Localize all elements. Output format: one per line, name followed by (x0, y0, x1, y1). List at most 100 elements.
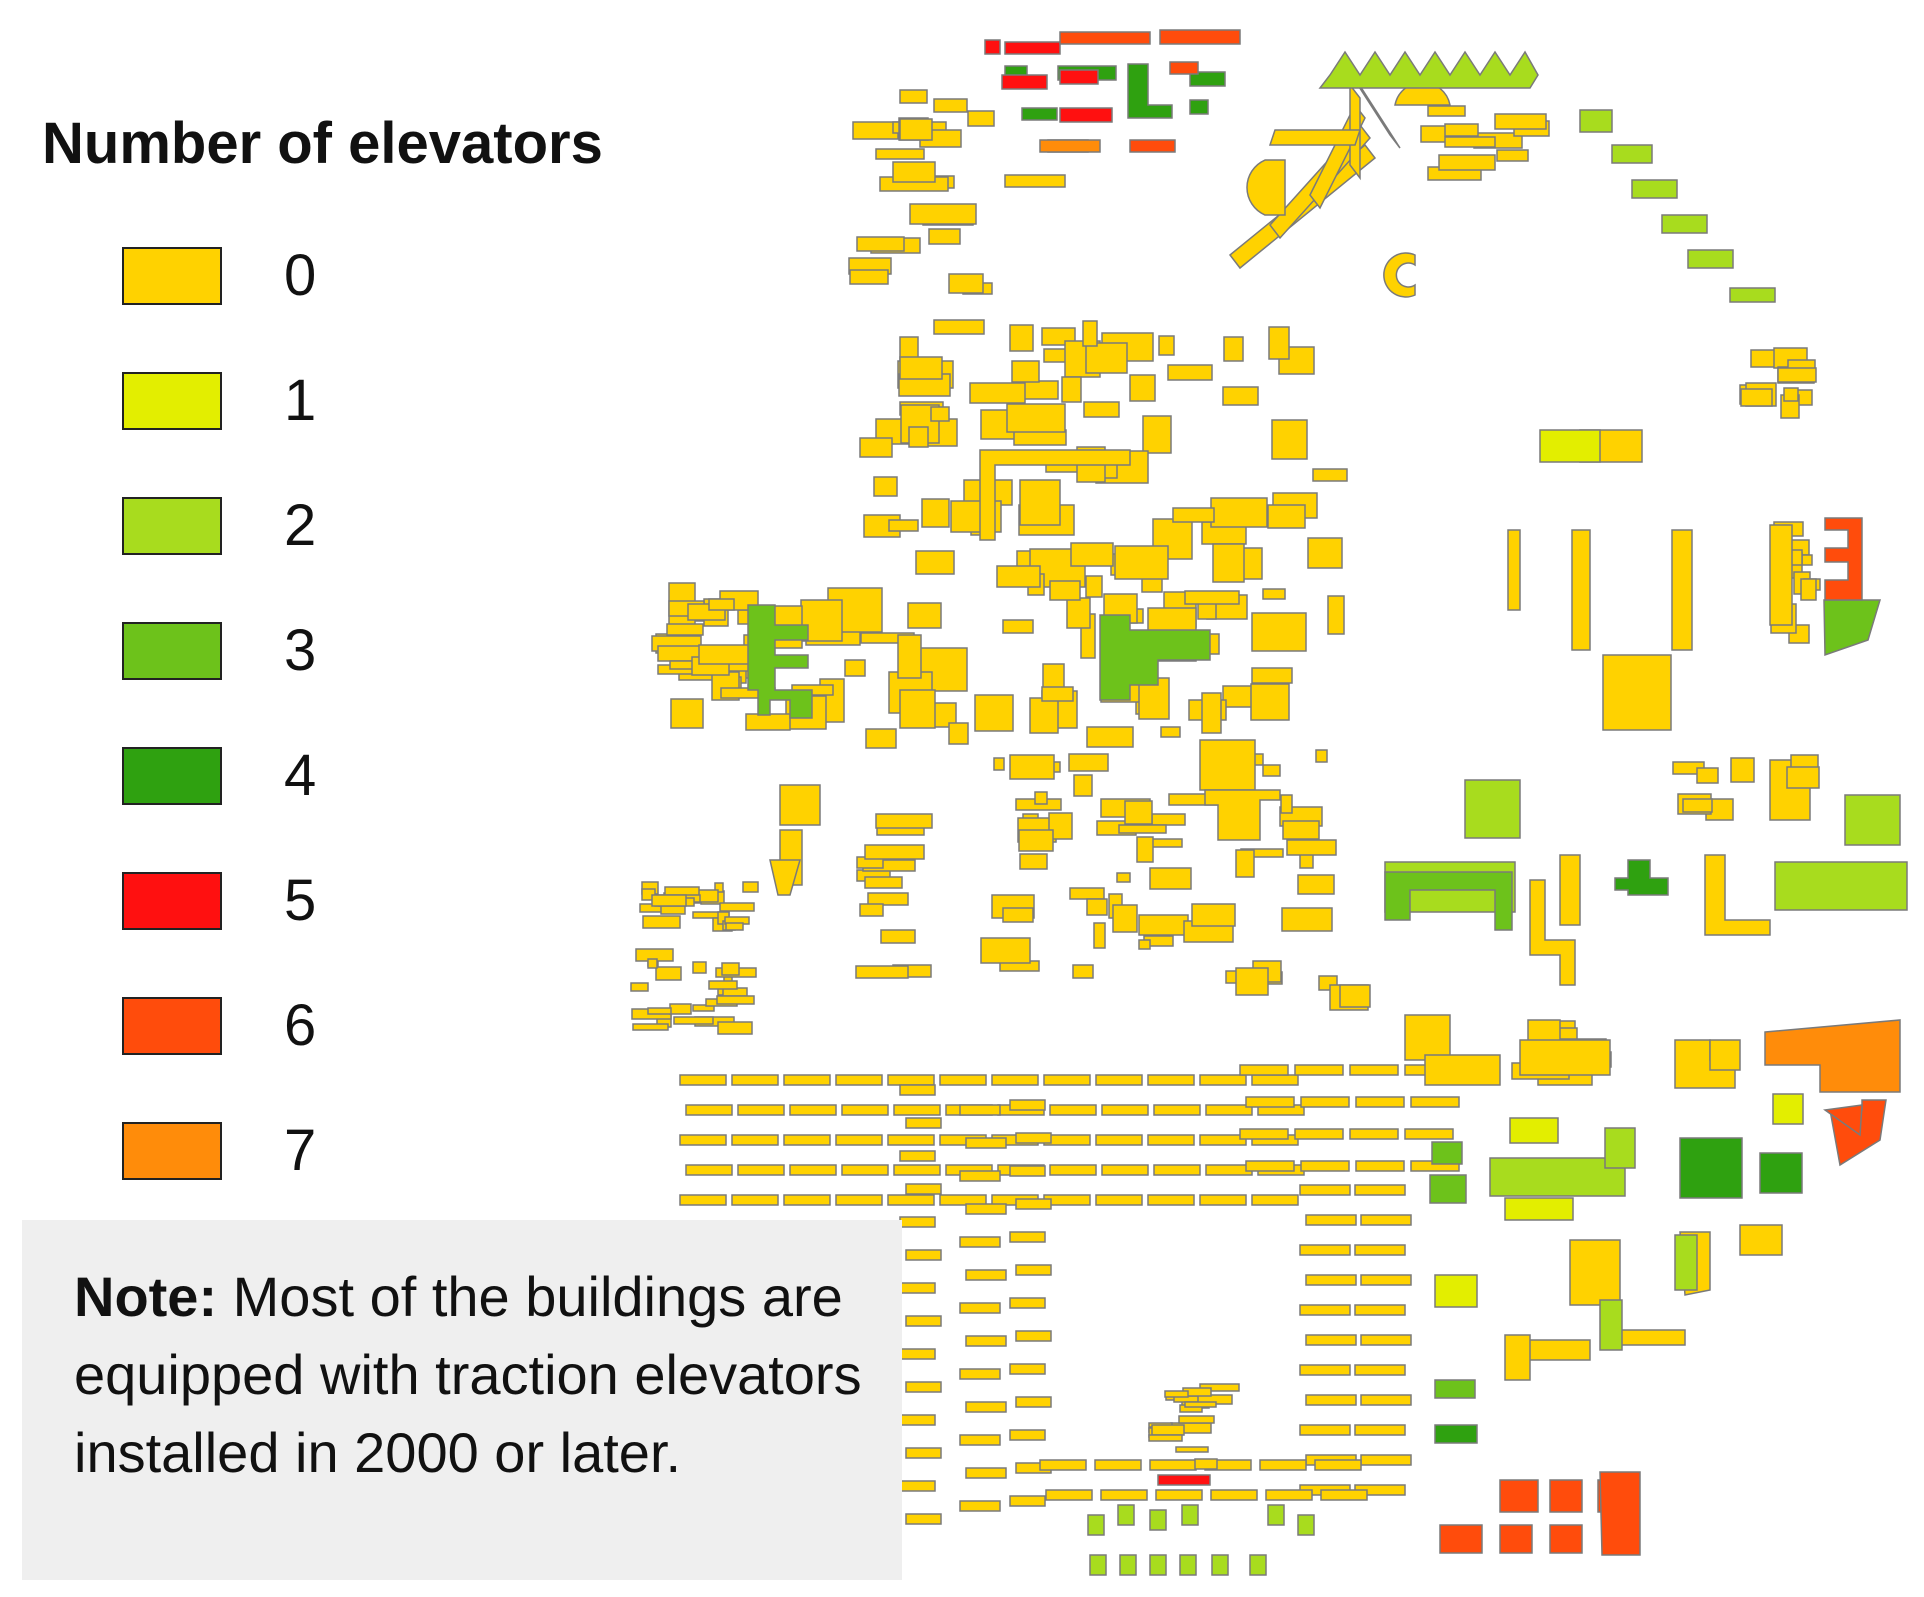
building (1159, 29, 1241, 45)
buildings-6-elevators (1047, 29, 1887, 1556)
building (1009, 1099, 1046, 1111)
building (630, 982, 649, 992)
building (1205, 1164, 1253, 1176)
building (1299, 1364, 1351, 1376)
building (965, 1269, 1007, 1281)
building (1360, 1454, 1412, 1466)
building (1201, 692, 1222, 734)
building (1039, 139, 1101, 153)
building (1019, 853, 1048, 870)
building (1354, 1304, 1406, 1316)
building (1599, 1299, 1623, 1351)
building (666, 623, 704, 636)
building (1504, 1334, 1531, 1381)
building (1251, 612, 1307, 652)
building (731, 1074, 779, 1086)
building (692, 961, 707, 974)
building (1157, 1474, 1211, 1486)
building (1021, 107, 1058, 121)
building (1204, 789, 1281, 841)
building (1772, 1093, 1804, 1125)
building (1069, 887, 1105, 900)
building (1318, 50, 1539, 89)
building (887, 1194, 935, 1206)
building (1489, 1157, 1626, 1197)
building (1687, 249, 1734, 269)
building (921, 498, 950, 528)
building (673, 1016, 714, 1025)
building (1093, 922, 1106, 949)
building (1061, 376, 1082, 403)
building (1360, 1274, 1412, 1286)
building (905, 1315, 942, 1327)
building (679, 1074, 727, 1086)
building (1300, 1096, 1350, 1108)
building (1759, 1152, 1803, 1194)
building (1249, 1554, 1267, 1576)
building (1138, 914, 1189, 936)
building (1305, 1334, 1357, 1346)
building (1066, 597, 1091, 629)
building (1009, 754, 1055, 780)
legend-label: 2 (284, 493, 317, 558)
building (731, 1194, 779, 1206)
building (1571, 529, 1591, 651)
building (907, 602, 942, 629)
building (1148, 1434, 1183, 1442)
building (1299, 1424, 1351, 1436)
building (873, 476, 898, 497)
legend-item: 3 (40, 588, 680, 713)
building (1235, 967, 1269, 996)
building (721, 962, 740, 976)
building (1294, 1128, 1344, 1140)
legend-swatch (122, 371, 222, 430)
building (899, 1414, 936, 1426)
building (1009, 1297, 1046, 1309)
building (1671, 529, 1693, 651)
building (1138, 939, 1151, 950)
building (1661, 214, 1708, 234)
building (1083, 401, 1120, 418)
building (1314, 1459, 1362, 1471)
building (1086, 898, 1108, 916)
legend-item: 0 (40, 213, 680, 338)
building (1101, 1104, 1149, 1116)
building (1823, 599, 1882, 657)
building (1281, 907, 1333, 932)
building (965, 1401, 1007, 1413)
building (1136, 836, 1154, 863)
building (789, 1164, 837, 1176)
building (655, 966, 682, 981)
legend-item: 2 (40, 463, 680, 588)
building (1404, 1128, 1454, 1140)
building (899, 118, 933, 141)
building (1696, 767, 1719, 784)
buildings-5-elevators (984, 39, 1211, 1486)
building (1112, 904, 1138, 933)
building (679, 1194, 727, 1206)
building (708, 980, 738, 990)
building (1499, 1524, 1533, 1554)
building (1559, 854, 1581, 926)
building (1246, 159, 1286, 216)
building (1354, 1364, 1406, 1376)
building (908, 426, 929, 448)
building (1167, 364, 1213, 381)
legend-item: 5 (40, 838, 680, 963)
building (1439, 1524, 1483, 1554)
building (865, 728, 897, 749)
building (1297, 1514, 1315, 1536)
buildings-1-elevators (1434, 429, 1804, 1308)
building (1282, 820, 1320, 840)
building (1070, 542, 1114, 567)
building (899, 89, 928, 104)
building (939, 1074, 987, 1086)
building (1307, 537, 1343, 569)
building (1147, 1194, 1195, 1206)
building (1152, 518, 1193, 560)
building (1147, 1074, 1195, 1086)
building (1579, 109, 1613, 133)
building (899, 1282, 936, 1294)
building (1299, 1244, 1351, 1256)
note-box: Note: Most of the buildings are equipped… (22, 1220, 902, 1580)
